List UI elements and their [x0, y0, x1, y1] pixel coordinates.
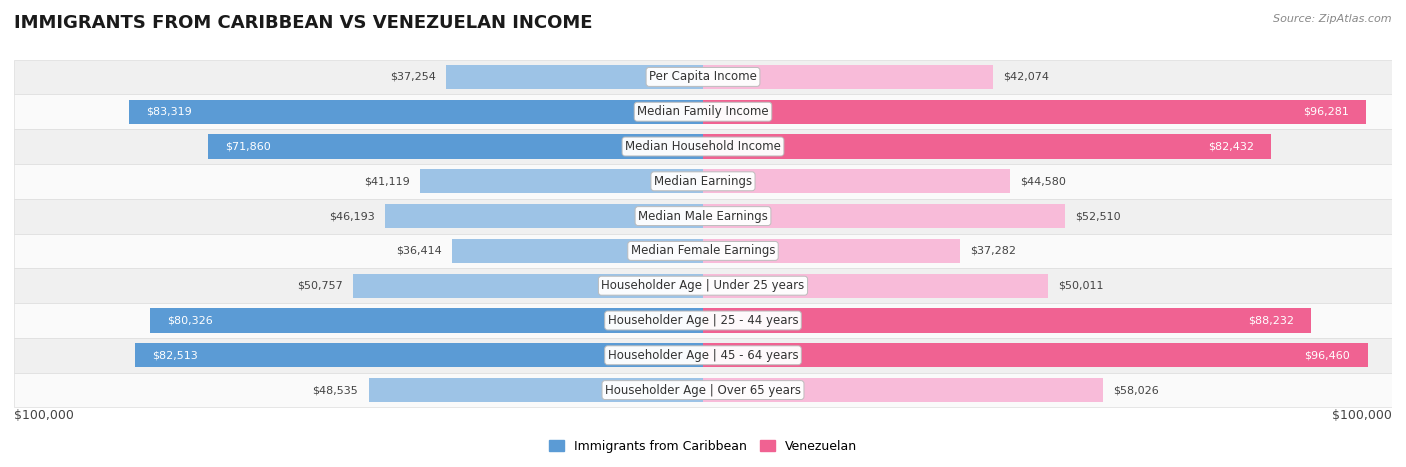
Text: $37,282: $37,282 [970, 246, 1017, 256]
Text: Median Household Income: Median Household Income [626, 140, 780, 153]
Bar [14, 269, 1392, 303]
Bar [703, 308, 1310, 333]
Text: $100,000: $100,000 [1331, 409, 1392, 422]
Text: $58,026: $58,026 [1114, 385, 1159, 395]
Text: Householder Age | 25 - 44 years: Householder Age | 25 - 44 years [607, 314, 799, 327]
Bar [420, 169, 703, 193]
Text: $50,011: $50,011 [1057, 281, 1104, 290]
Text: Median Male Earnings: Median Male Earnings [638, 210, 768, 223]
Text: $37,254: $37,254 [389, 72, 436, 82]
Text: Householder Age | 45 - 64 years: Householder Age | 45 - 64 years [607, 349, 799, 362]
Text: $42,074: $42,074 [1004, 72, 1049, 82]
Text: $50,757: $50,757 [297, 281, 343, 290]
Text: $96,460: $96,460 [1305, 350, 1350, 360]
Bar [703, 343, 1368, 368]
Text: Householder Age | Under 25 years: Householder Age | Under 25 years [602, 279, 804, 292]
Bar [149, 308, 703, 333]
Legend: Immigrants from Caribbean, Venezuelan: Immigrants from Caribbean, Venezuelan [544, 435, 862, 458]
Text: $100,000: $100,000 [14, 409, 75, 422]
Bar [14, 373, 1392, 408]
Text: Per Capita Income: Per Capita Income [650, 71, 756, 84]
Bar [703, 378, 1102, 402]
Text: $44,580: $44,580 [1021, 177, 1066, 186]
Text: $36,414: $36,414 [396, 246, 441, 256]
Text: $41,119: $41,119 [364, 177, 409, 186]
Text: Householder Age | Over 65 years: Householder Age | Over 65 years [605, 383, 801, 396]
Bar [446, 65, 703, 89]
Bar [703, 99, 1367, 124]
Bar [703, 204, 1064, 228]
Bar [14, 198, 1392, 234]
Text: Source: ZipAtlas.com: Source: ZipAtlas.com [1274, 14, 1392, 24]
Text: $82,432: $82,432 [1208, 142, 1254, 151]
Text: $96,281: $96,281 [1303, 107, 1350, 117]
Text: $88,232: $88,232 [1247, 316, 1294, 325]
Text: $82,513: $82,513 [152, 350, 197, 360]
Text: $71,860: $71,860 [225, 142, 271, 151]
Bar [14, 338, 1392, 373]
Text: IMMIGRANTS FROM CARIBBEAN VS VENEZUELAN INCOME: IMMIGRANTS FROM CARIBBEAN VS VENEZUELAN … [14, 14, 592, 32]
Text: $52,510: $52,510 [1076, 211, 1121, 221]
Text: Median Female Earnings: Median Female Earnings [631, 244, 775, 257]
Bar [14, 94, 1392, 129]
Text: $83,319: $83,319 [146, 107, 193, 117]
Text: $48,535: $48,535 [312, 385, 359, 395]
Bar [135, 343, 703, 368]
Bar [368, 378, 703, 402]
Bar [703, 274, 1047, 298]
Bar [703, 239, 960, 263]
Bar [14, 234, 1392, 269]
Text: $80,326: $80,326 [167, 316, 212, 325]
Text: Median Earnings: Median Earnings [654, 175, 752, 188]
Bar [14, 129, 1392, 164]
Bar [129, 99, 703, 124]
Text: Median Family Income: Median Family Income [637, 105, 769, 118]
Bar [453, 239, 703, 263]
Text: $46,193: $46,193 [329, 211, 374, 221]
Bar [703, 134, 1271, 159]
Bar [353, 274, 703, 298]
Bar [14, 303, 1392, 338]
Bar [14, 59, 1392, 94]
Bar [14, 164, 1392, 198]
Bar [703, 169, 1010, 193]
Bar [703, 65, 993, 89]
Bar [208, 134, 703, 159]
Bar [385, 204, 703, 228]
